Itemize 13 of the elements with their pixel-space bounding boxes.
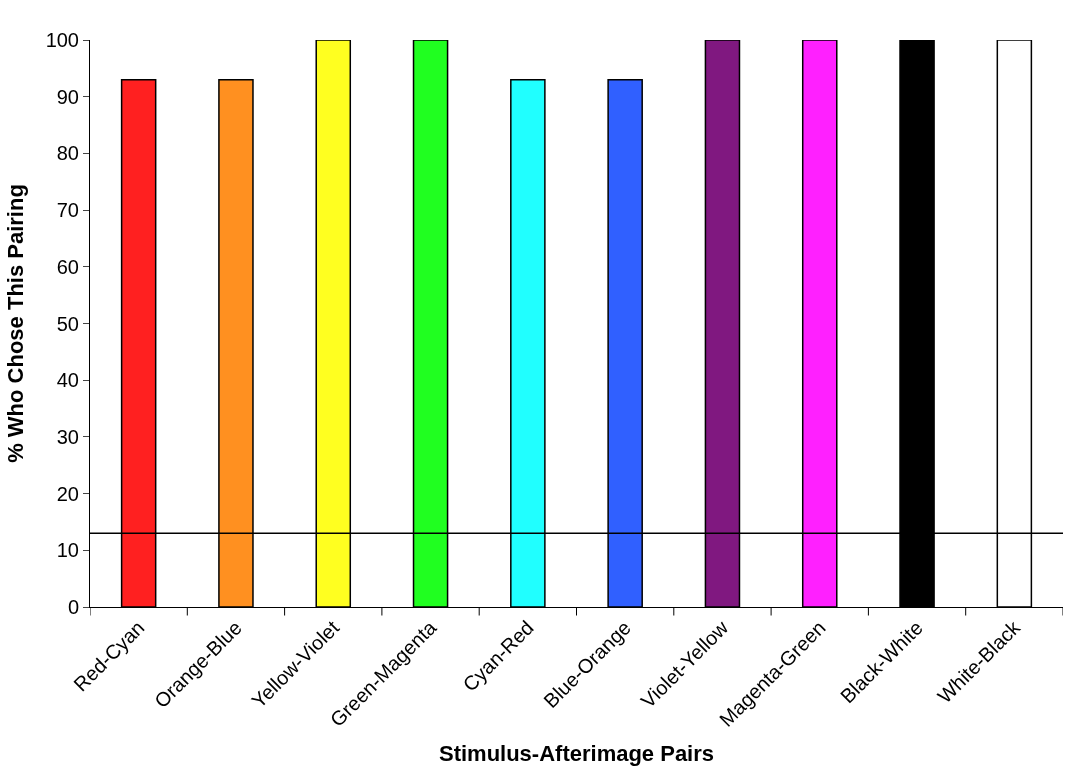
y-tick-label: 50 <box>56 312 79 335</box>
y-tick-label: 80 <box>56 142 79 165</box>
y-tick-label: 40 <box>56 369 79 392</box>
y-tick-label: 60 <box>56 255 79 278</box>
y-tick-label: 30 <box>56 425 79 448</box>
x-axis-title: Stimulus-Afterimage Pairs <box>438 740 715 766</box>
y-tick-label: 0 <box>67 596 79 618</box>
y-tick-label: 20 <box>56 482 79 505</box>
y-axis-title: % Who Chose This Pairing <box>3 184 29 463</box>
y-tick-label: 70 <box>56 199 79 222</box>
y-tick-label: 90 <box>56 85 79 108</box>
y-tick-label: 10 <box>56 539 79 562</box>
y-tick-label: 100 <box>45 29 79 51</box>
